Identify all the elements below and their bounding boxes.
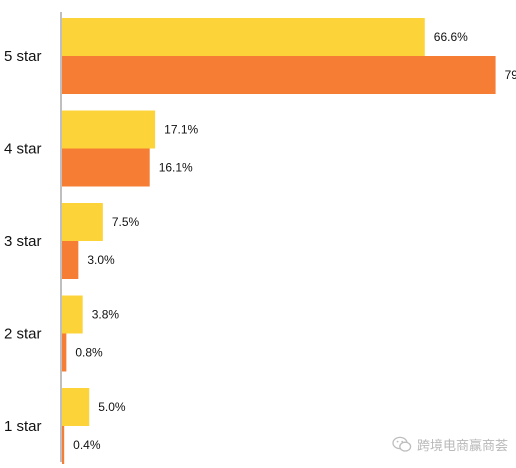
bar (62, 295, 83, 334)
bar (62, 426, 65, 464)
data-label: 7.5% (112, 215, 140, 229)
bar (62, 388, 90, 426)
bar (62, 333, 67, 372)
data-label: 3.8% (92, 308, 120, 322)
category-label: 1 star (4, 418, 42, 435)
category-labels: 5 star 4 star 3 star 2 star 1 star (4, 48, 42, 435)
bar (62, 56, 496, 94)
data-label: 17.1% (164, 123, 198, 137)
bar (62, 148, 150, 187)
category-label: 2 star (4, 326, 42, 343)
data-label: 5.0% (98, 400, 126, 414)
data-label: 79.6% (505, 68, 516, 82)
data-label: 0.8% (75, 346, 103, 360)
category-label: 4 star (4, 141, 42, 158)
bar (62, 241, 79, 279)
data-label: 0.4% (73, 438, 101, 452)
data-label: 3.0% (87, 253, 115, 267)
data-label: 66.6% (434, 30, 468, 44)
bars (62, 18, 496, 464)
bar (62, 18, 425, 56)
value-labels: 66.6% 79.6% 17.1% 16.1% 7.5% 3.0% 3.8% 0.8% 5.0%… (73, 30, 516, 452)
wechat-icon (392, 436, 412, 453)
bar (62, 110, 156, 149)
watermark-text: 跨境电商赢商荟 (416, 439, 508, 454)
data-label: 16.1% (159, 161, 193, 175)
watermark: 跨境电商赢商荟 (392, 435, 508, 454)
category-label: 3 star (4, 233, 42, 250)
category-label: 5 star (4, 48, 42, 65)
bar (62, 203, 103, 241)
